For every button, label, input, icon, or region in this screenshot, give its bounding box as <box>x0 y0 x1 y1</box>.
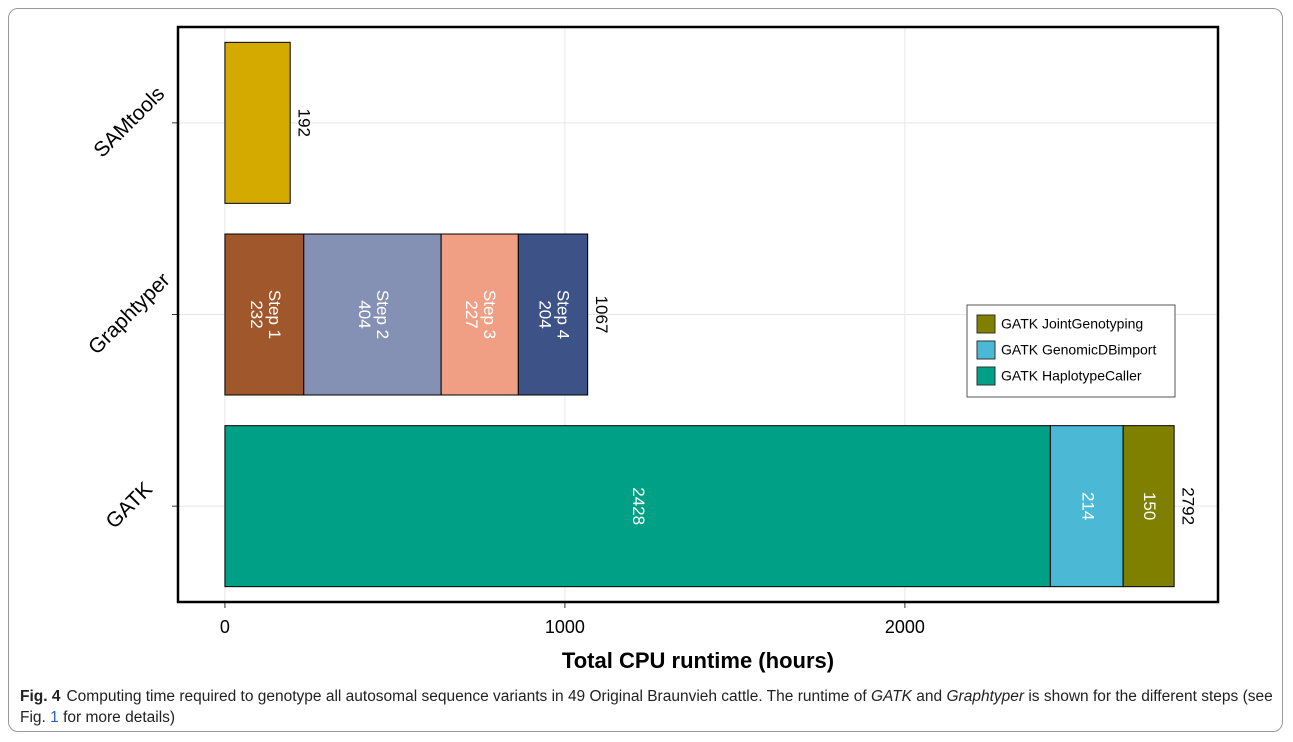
segment-value: 2428 <box>629 487 648 525</box>
legend-swatch <box>976 340 996 360</box>
bar-segment <box>224 41 291 204</box>
chart: Total CPU runtime (hours) 0 1000 2000 SAMto… <box>84 25 1220 673</box>
bar-total: 1067 <box>592 296 611 334</box>
segment-value: 232 <box>247 300 266 328</box>
x-tick-label: 0 <box>220 617 230 637</box>
bar-segment <box>1049 425 1124 588</box>
segment-value: 204 <box>536 300 555 328</box>
caption-text: is shown for the different steps (see Fi… <box>20 688 1273 726</box>
x-tick-label: 1000 <box>545 617 585 637</box>
bar-total: 192 <box>295 109 314 137</box>
bar-segment <box>517 233 589 396</box>
y-tick-label: Graphtyper <box>84 269 175 360</box>
plot-frame <box>176 25 1220 604</box>
legend-swatch <box>976 314 996 334</box>
x-tick-label: 2000 <box>885 617 925 637</box>
bar-segment <box>224 425 1051 588</box>
legend-label: GATK GenomicDBimport <box>1001 342 1156 358</box>
legend-label: GATK HaplotypeCaller <box>1001 368 1142 384</box>
caption: Fig. 4 Computing time required to genotyp… <box>20 686 1280 728</box>
bar-segment <box>440 233 519 396</box>
segment-label: 2428 <box>629 487 648 525</box>
caption-text: and <box>912 688 947 705</box>
segment-value: 404 <box>355 300 374 328</box>
segment-step: Step 1 <box>265 290 284 339</box>
legend-box <box>966 304 1176 398</box>
segment-step: Step 3 <box>480 290 499 339</box>
segment-value: 150 <box>1140 492 1159 520</box>
caption-text: GATK <box>870 688 912 705</box>
caption-text: for more details) <box>58 709 176 726</box>
bar-total: 2792 <box>1179 487 1198 525</box>
caption-label: Fig. 4 <box>20 688 61 705</box>
caption-text: Graphtyper <box>946 688 1025 705</box>
segment-step: Step 2 <box>373 290 392 339</box>
segment-label: 214 <box>1078 492 1097 520</box>
segment-step: Step 4 <box>554 290 573 339</box>
caption-link[interactable]: 1 <box>50 709 59 726</box>
legend-swatch <box>976 366 996 386</box>
segment-label: 150 <box>1140 492 1159 520</box>
figure-frame <box>8 8 1283 732</box>
y-tick-label: SAMtools <box>89 82 169 162</box>
bar-segment <box>224 233 305 396</box>
bar-segment <box>1122 425 1175 588</box>
segment-value: 227 <box>462 300 481 328</box>
segment-value: 214 <box>1078 492 1097 520</box>
x-axis-label: Total CPU runtime (hours) <box>562 648 834 673</box>
caption-text: Computing time required to genotype all … <box>66 688 871 705</box>
legend-label: GATK JointGenotyping <box>1001 316 1143 332</box>
y-tick-label: GATK <box>102 478 158 534</box>
